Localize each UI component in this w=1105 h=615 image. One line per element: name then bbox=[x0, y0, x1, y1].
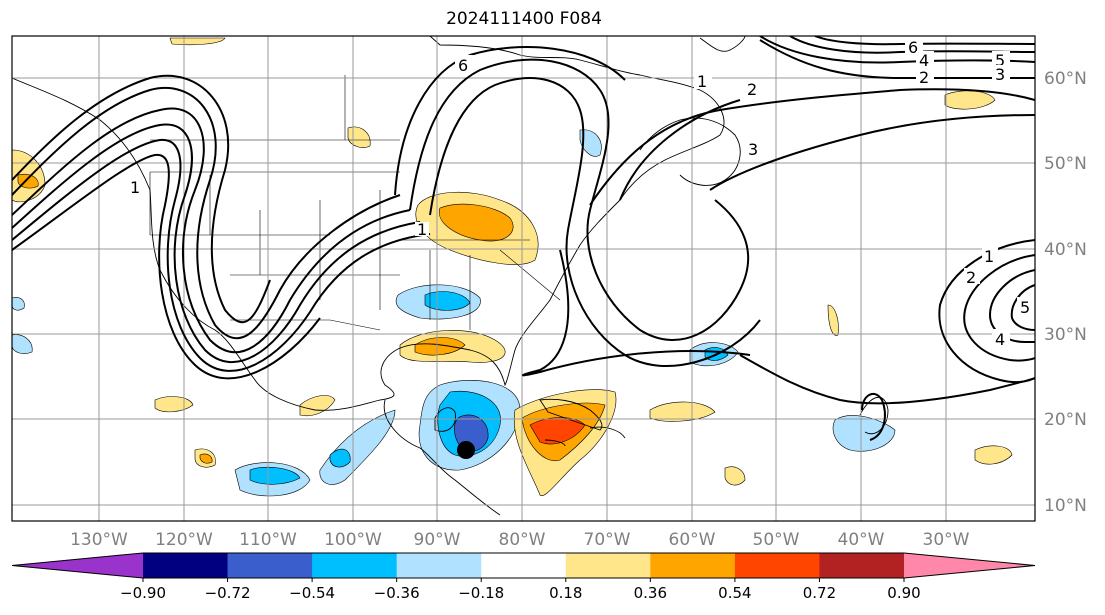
colorbar-tick-label: 0.36 bbox=[634, 584, 667, 602]
contour-label-3-atl: 3 bbox=[748, 140, 758, 159]
colorbar-segment bbox=[734, 553, 820, 578]
contour-label-6-ne: 6 bbox=[908, 38, 918, 57]
contour-label-5-e: 5 bbox=[1020, 298, 1030, 317]
lon-label: 60°W bbox=[669, 530, 716, 550]
colorbar-tick-label: −0.36 bbox=[374, 584, 420, 602]
contour-label-1: 1 bbox=[697, 72, 707, 91]
colorbar-segment bbox=[396, 553, 482, 578]
contour-label-group: 6 1 2 6 4 2 5 3 3 1 2 5 4 1 bbox=[128, 37, 1035, 349]
lon-label: 130°W bbox=[70, 530, 128, 550]
contour-label-3-ne: 3 bbox=[995, 65, 1005, 84]
contour-label-4-ne: 4 bbox=[919, 51, 929, 70]
map-frame bbox=[11, 35, 1036, 522]
latitude-labels: 60°N 50°N 40°N 30°N 20°N 10°N bbox=[1044, 69, 1087, 516]
contour-label-4-e: 4 bbox=[995, 330, 1005, 349]
lat-label: 20°N bbox=[1044, 410, 1087, 430]
longitude-labels: 130°W 120°W 110°W 100°W 90°W 80°W 70°W 6… bbox=[70, 530, 970, 550]
colorbar-tick-label: 0.54 bbox=[718, 584, 751, 602]
colorbar-tick-label: 0.90 bbox=[887, 584, 920, 602]
lat-label: 40°N bbox=[1044, 240, 1087, 260]
colorbar-segment bbox=[819, 553, 905, 578]
colorbar-tick-label: 0.72 bbox=[803, 584, 836, 602]
contour-label-1-c: 1 bbox=[417, 220, 427, 239]
lon-label: 30°W bbox=[923, 530, 970, 550]
colorbar-segment bbox=[143, 553, 229, 578]
colorbar-tick-label: 0.18 bbox=[549, 584, 582, 602]
colorbar: −0.90 −0.72 −0.54 −0.36 −0.18 0.18 0.36 0.54 0.7… bbox=[11, 552, 1036, 602]
colorbar-segment bbox=[481, 553, 567, 578]
colorbar-tick-label: −0.54 bbox=[289, 584, 335, 602]
lon-label: 80°W bbox=[499, 530, 546, 550]
lat-label: 60°N bbox=[1044, 69, 1087, 89]
lon-label: 40°W bbox=[838, 530, 885, 550]
contour-label-2: 2 bbox=[747, 80, 757, 99]
colorbar-extend-high bbox=[904, 553, 1035, 578]
lat-label: 50°N bbox=[1044, 154, 1087, 174]
lon-label: 100°W bbox=[324, 530, 382, 550]
lon-label: 50°W bbox=[753, 530, 800, 550]
contour-label-1-e: 1 bbox=[984, 247, 994, 266]
lon-label: 120°W bbox=[155, 530, 213, 550]
colorbar-segment bbox=[227, 553, 313, 578]
contour-label-2-ne: 2 bbox=[919, 68, 929, 87]
contour-label-1-w: 1 bbox=[130, 178, 140, 197]
colorbar-segment bbox=[312, 553, 398, 578]
contour-label-5-ne: 5 bbox=[995, 51, 1005, 70]
lon-label: 110°W bbox=[239, 530, 297, 550]
contour-label-6: 6 bbox=[458, 56, 468, 75]
contour-lines bbox=[12, 36, 1035, 441]
map-title: 2024111400 F084 bbox=[446, 9, 602, 29]
colorbar-tick-label: −0.72 bbox=[205, 584, 251, 602]
colorbar-segment bbox=[565, 553, 651, 578]
colorbar-segment bbox=[650, 553, 736, 578]
lat-label: 30°N bbox=[1044, 325, 1087, 345]
contour-label-2-e: 2 bbox=[966, 268, 976, 287]
lon-label: 70°W bbox=[584, 530, 631, 550]
lon-label: 90°W bbox=[414, 530, 461, 550]
storm-center-marker bbox=[457, 441, 475, 459]
lat-label: 10°N bbox=[1044, 496, 1087, 516]
colorbar-tick-label: −0.90 bbox=[120, 584, 166, 602]
colorbar-tick-label: −0.18 bbox=[458, 584, 504, 602]
colorbar-extend-low bbox=[12, 553, 143, 578]
